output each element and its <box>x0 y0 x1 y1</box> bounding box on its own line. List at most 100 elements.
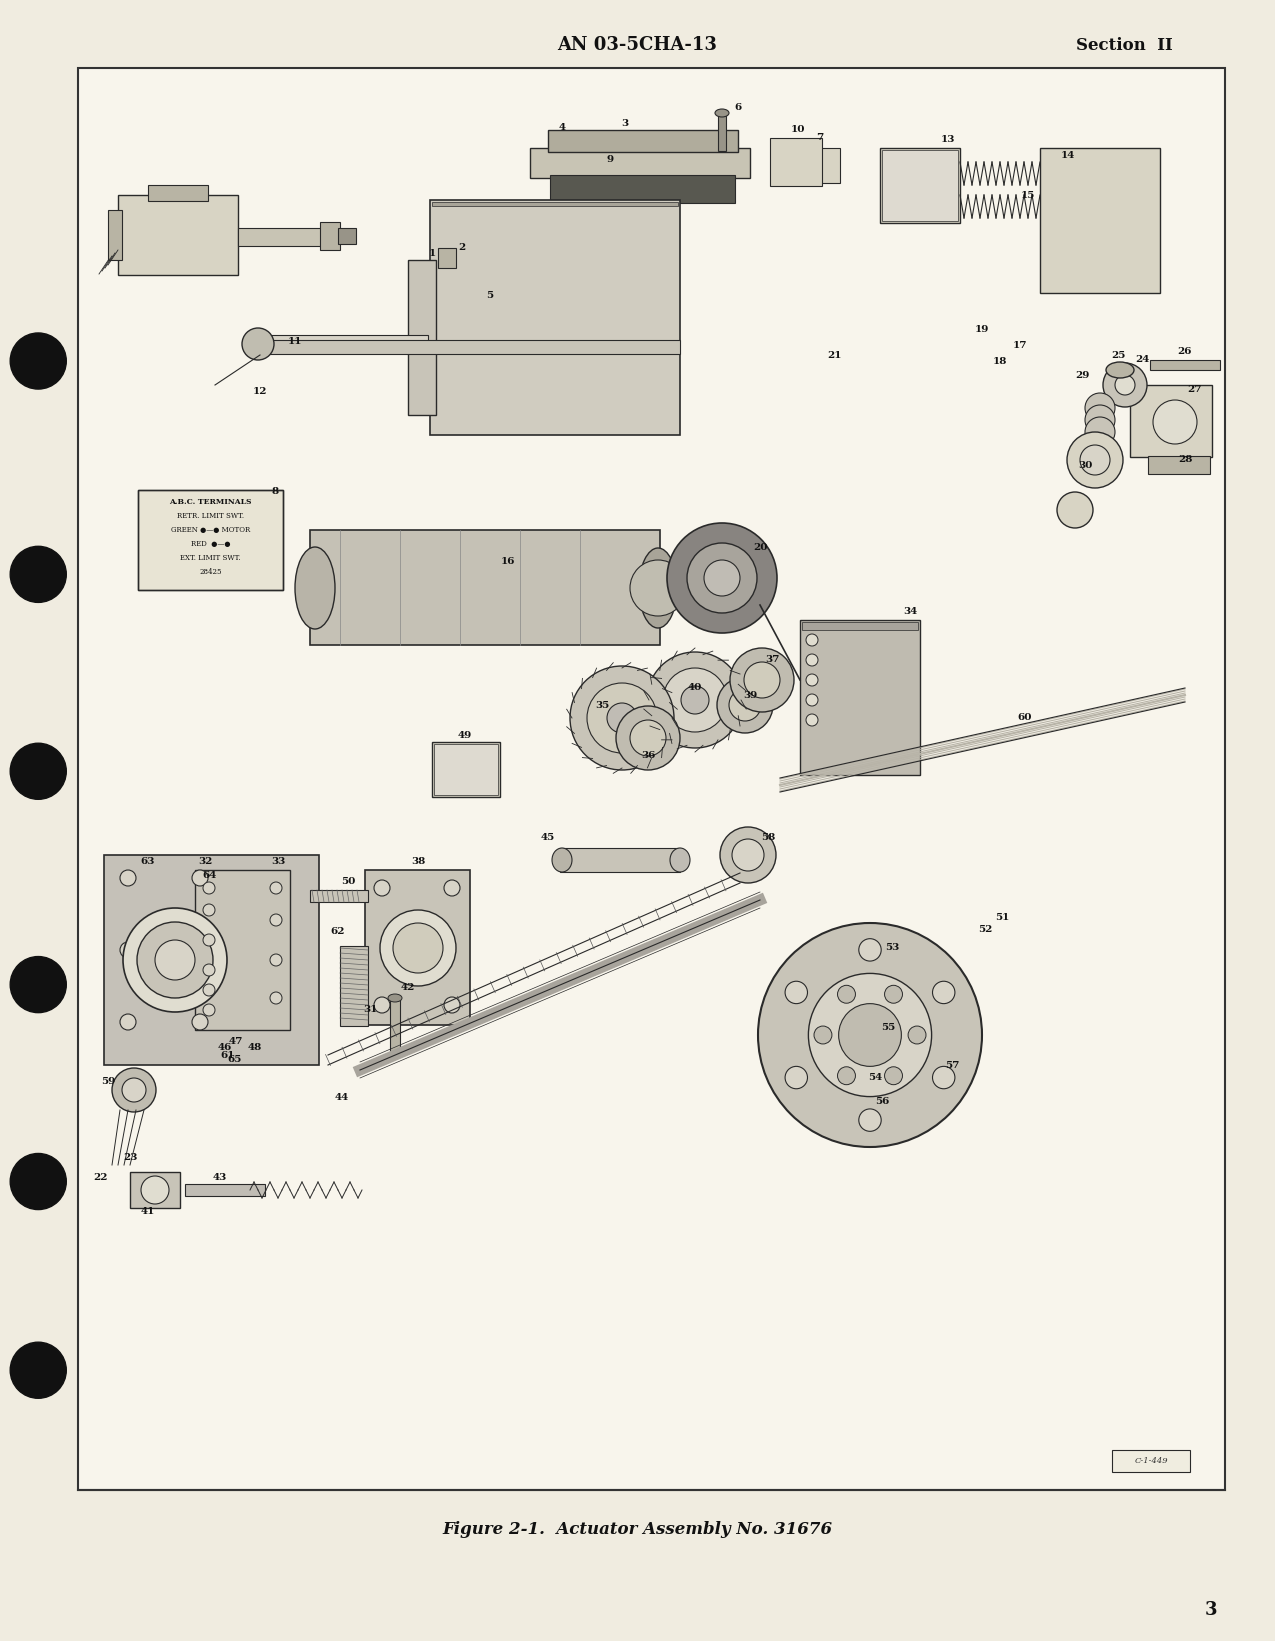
Text: 53: 53 <box>885 944 899 952</box>
Text: 16: 16 <box>501 558 515 566</box>
Text: RED  ●—●: RED ●—● <box>191 540 231 548</box>
Bar <box>310 889 368 903</box>
Circle shape <box>720 827 776 883</box>
Circle shape <box>570 666 674 770</box>
Text: C-1-449: C-1-449 <box>1135 1457 1168 1465</box>
Circle shape <box>885 985 903 1003</box>
Text: 42: 42 <box>400 983 416 993</box>
Bar <box>1148 456 1210 474</box>
Text: 22: 22 <box>93 1173 107 1183</box>
Text: 9: 9 <box>607 156 613 164</box>
Text: 59: 59 <box>101 1078 115 1086</box>
Text: 25: 25 <box>1111 351 1125 359</box>
Circle shape <box>908 1026 926 1044</box>
Bar <box>530 148 750 177</box>
Bar <box>195 870 289 1031</box>
Circle shape <box>667 523 776 633</box>
Bar <box>105 855 319 1065</box>
Text: 50: 50 <box>340 878 356 886</box>
Circle shape <box>156 940 195 980</box>
Circle shape <box>203 881 215 894</box>
Circle shape <box>806 633 819 647</box>
Text: 30: 30 <box>1077 461 1093 469</box>
Circle shape <box>203 904 215 916</box>
Circle shape <box>1067 432 1123 487</box>
Bar <box>390 998 400 1054</box>
Text: 39: 39 <box>743 691 757 699</box>
Circle shape <box>932 981 955 1004</box>
Ellipse shape <box>669 848 690 871</box>
Circle shape <box>374 880 390 896</box>
Ellipse shape <box>552 848 572 871</box>
Circle shape <box>10 957 66 1012</box>
Circle shape <box>112 1068 156 1113</box>
Bar <box>1150 359 1220 369</box>
Text: 47: 47 <box>228 1037 244 1047</box>
Text: 6: 6 <box>734 103 742 113</box>
Text: 1: 1 <box>428 248 436 258</box>
Circle shape <box>717 678 773 734</box>
Bar <box>130 1172 180 1208</box>
Circle shape <box>630 560 686 615</box>
Bar <box>430 200 680 435</box>
Circle shape <box>681 686 709 714</box>
Circle shape <box>193 870 208 886</box>
Text: 28: 28 <box>1178 456 1192 464</box>
Circle shape <box>270 881 282 894</box>
Text: RETR. LIMIT SWT.: RETR. LIMIT SWT. <box>177 512 244 520</box>
Ellipse shape <box>295 546 335 629</box>
Circle shape <box>380 911 456 986</box>
Bar <box>138 491 283 591</box>
Text: 62: 62 <box>330 927 346 937</box>
Text: 61: 61 <box>221 1050 236 1060</box>
Circle shape <box>1085 405 1116 435</box>
Circle shape <box>885 1067 903 1085</box>
Circle shape <box>932 1067 955 1088</box>
Text: 43: 43 <box>213 1173 227 1183</box>
Bar <box>408 259 436 415</box>
Ellipse shape <box>1105 363 1133 377</box>
Text: A.B.C. TERMINALS: A.B.C. TERMINALS <box>170 497 251 505</box>
Circle shape <box>859 939 881 962</box>
Circle shape <box>270 993 282 1004</box>
Circle shape <box>687 543 757 614</box>
Bar <box>882 149 958 222</box>
Text: Section  II: Section II <box>1076 36 1173 54</box>
Circle shape <box>122 1078 147 1103</box>
Circle shape <box>10 333 66 389</box>
Circle shape <box>646 651 743 748</box>
Circle shape <box>731 648 794 712</box>
Circle shape <box>120 1014 136 1031</box>
Circle shape <box>120 942 136 958</box>
Text: 4: 4 <box>558 123 566 133</box>
Circle shape <box>745 661 780 697</box>
Bar <box>796 148 840 184</box>
Text: 13: 13 <box>941 136 955 144</box>
Text: 33: 33 <box>270 858 286 866</box>
Text: 58: 58 <box>761 834 775 842</box>
Circle shape <box>663 668 727 732</box>
Circle shape <box>1153 400 1197 445</box>
Circle shape <box>808 973 932 1096</box>
Circle shape <box>630 720 666 757</box>
Text: 49: 49 <box>458 730 472 740</box>
Bar <box>432 202 678 207</box>
Bar <box>439 248 456 267</box>
Text: 2: 2 <box>459 243 465 253</box>
Circle shape <box>785 981 807 1004</box>
Bar <box>434 743 499 794</box>
Bar <box>718 115 725 151</box>
Circle shape <box>1057 492 1093 528</box>
Text: 31: 31 <box>363 1006 377 1014</box>
Text: 56: 56 <box>875 1098 889 1106</box>
Text: 57: 57 <box>945 1060 959 1070</box>
Bar <box>340 945 368 1026</box>
Bar <box>1040 148 1160 294</box>
Bar <box>880 148 960 223</box>
Circle shape <box>203 1004 215 1016</box>
Text: Figure 2-1.  Actuator Assembly No. 31676: Figure 2-1. Actuator Assembly No. 31676 <box>442 1521 833 1539</box>
Circle shape <box>203 934 215 945</box>
Text: 64: 64 <box>203 870 217 880</box>
Text: 10: 10 <box>790 125 806 135</box>
Text: GREEN ●—● MOTOR: GREEN ●—● MOTOR <box>171 527 250 533</box>
